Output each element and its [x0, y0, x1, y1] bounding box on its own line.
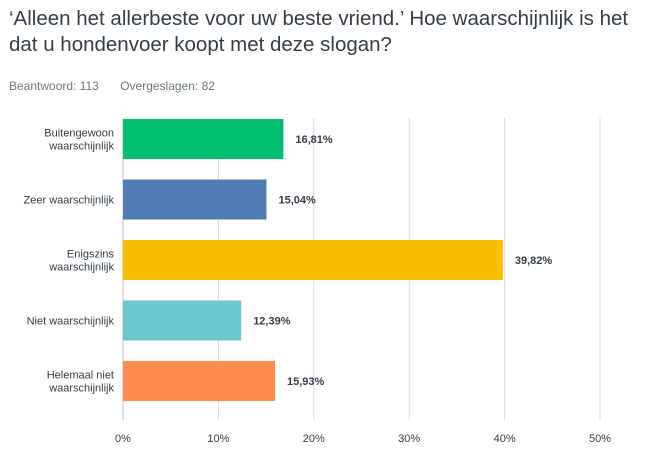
- bar: [123, 240, 503, 280]
- bar: [123, 300, 242, 341]
- data-label: 15,04%: [278, 195, 316, 207]
- category-label-line: waarschijnlijk: [48, 141, 114, 153]
- x-tick-label: 50%: [589, 433, 611, 445]
- category-label: Helemaal niet waarschijnlijk: [47, 370, 115, 395]
- category-label-line: Buitengewoon: [44, 128, 114, 140]
- category-label-line: waarschijnlijk: [48, 262, 114, 274]
- x-tick-label: 40%: [494, 433, 516, 445]
- bar-chart: 0% 10% 20% 30% 40% 50%Buitengewoon waarschijnl…: [24, 118, 611, 445]
- data-label: 39,82%: [515, 255, 553, 267]
- category-label: Niet waarschijnlijk: [27, 316, 115, 328]
- response-stats: Beantwoord: 113 Overgeslagen: 82: [9, 79, 233, 93]
- x-tick-label: 20%: [303, 433, 325, 445]
- x-tick-label: 10%: [207, 433, 229, 445]
- category-label-line: Enigszins: [67, 249, 115, 261]
- category-label: Buitengewoon waarschijnlijk: [44, 128, 114, 153]
- category-label-line: Zeer waarschijnlijk: [24, 195, 115, 207]
- bar: [123, 119, 284, 159]
- category-label: Enigszins waarschijnlijk: [48, 249, 114, 274]
- data-label: 16,81%: [295, 134, 333, 146]
- category-label: Zeer waarschijnlijk: [24, 195, 115, 207]
- bar: [123, 179, 267, 220]
- x-tick-label: 30%: [398, 433, 420, 445]
- data-label: 15,93%: [287, 376, 325, 388]
- answered-count: Beantwoord: 113: [9, 79, 99, 93]
- category-label-line: Niet waarschijnlijk: [27, 316, 115, 328]
- category-label-line: Helemaal niet: [47, 370, 114, 382]
- x-tick-label: 0%: [115, 433, 131, 445]
- data-label: 12,39%: [253, 316, 291, 328]
- skipped-count: Overgeslagen: 82: [120, 79, 215, 93]
- category-label-line: waarschijnlijk: [48, 383, 114, 395]
- question-title: ‘Alleen het allerbeste voor uw beste vri…: [9, 7, 629, 56]
- bar: [123, 361, 275, 401]
